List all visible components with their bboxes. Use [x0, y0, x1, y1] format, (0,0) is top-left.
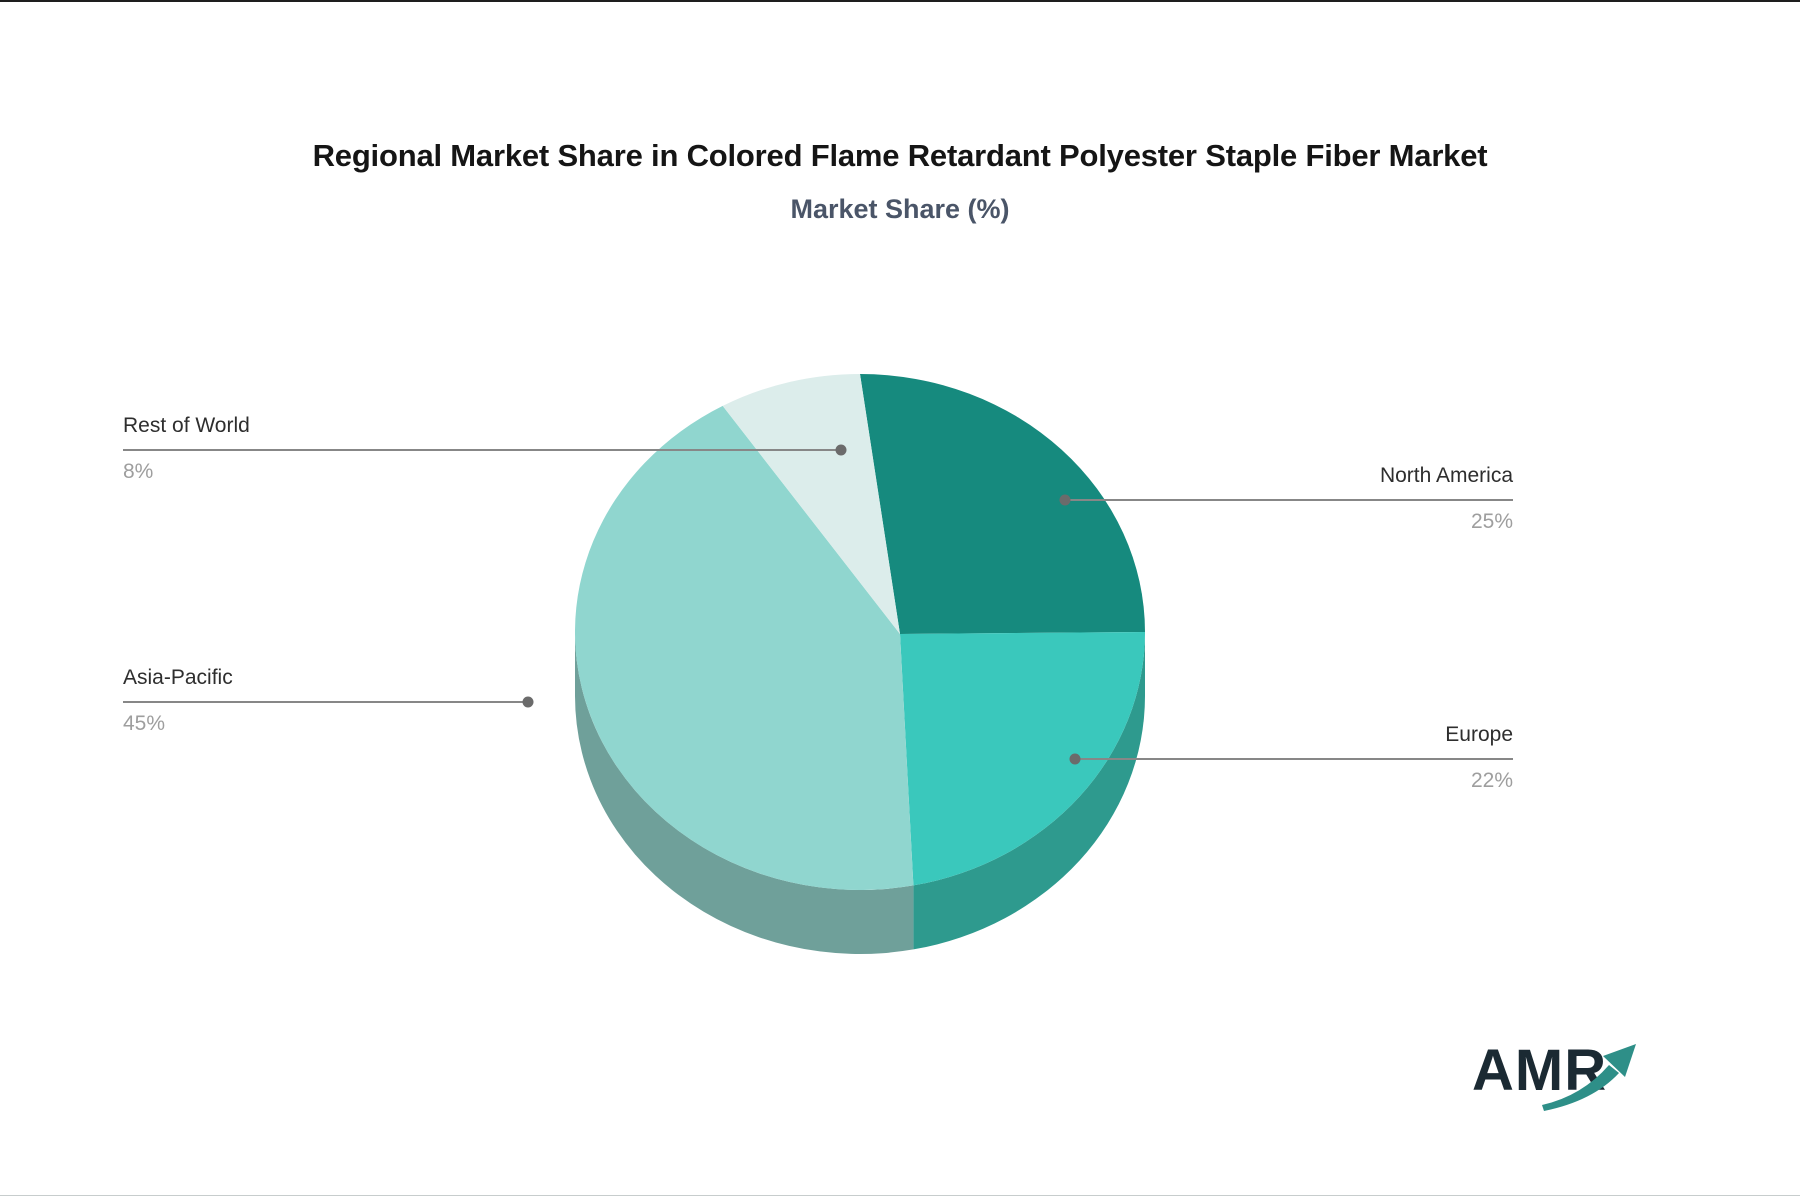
pie-slice-europe[interactable]	[900, 632, 1145, 886]
pie-slice-north-america[interactable]	[860, 374, 1145, 634]
callout-label-rest-of-world: Rest of World	[123, 414, 250, 437]
callout-pct-asia-pacific: 45%	[123, 712, 166, 735]
logo-arrow-icon	[1542, 1044, 1636, 1111]
pie-slice-rest-of-world[interactable]	[722, 374, 900, 634]
callout-label-asia-pacific: Asia-Pacific	[123, 666, 233, 689]
callout-pct-north-america: 25%	[1470, 510, 1513, 533]
chart-title: Regional Market Share in Colored Flame R…	[312, 138, 1488, 173]
leader-dot-asia-pacific	[522, 696, 534, 708]
amr-logo: AMR	[1472, 1038, 1636, 1111]
leader-dot-north-america	[1059, 494, 1071, 506]
leader-dot-rest-of-world	[835, 444, 847, 456]
pie-side-asia-pacific	[575, 632, 914, 954]
callout-label-north-america: North America	[1379, 464, 1513, 487]
leader-dot-europe	[1069, 753, 1081, 765]
pie-slice-asia-pacific[interactable]	[574, 405, 914, 891]
pie-side-europe	[913, 632, 1145, 950]
callout-pct-europe: 22%	[1470, 769, 1513, 792]
chart-subtitle: Market Share (%)	[790, 194, 1010, 224]
callout-label-europe: Europe	[1445, 723, 1513, 746]
callout-pct-rest-of-world: 8%	[123, 460, 154, 483]
